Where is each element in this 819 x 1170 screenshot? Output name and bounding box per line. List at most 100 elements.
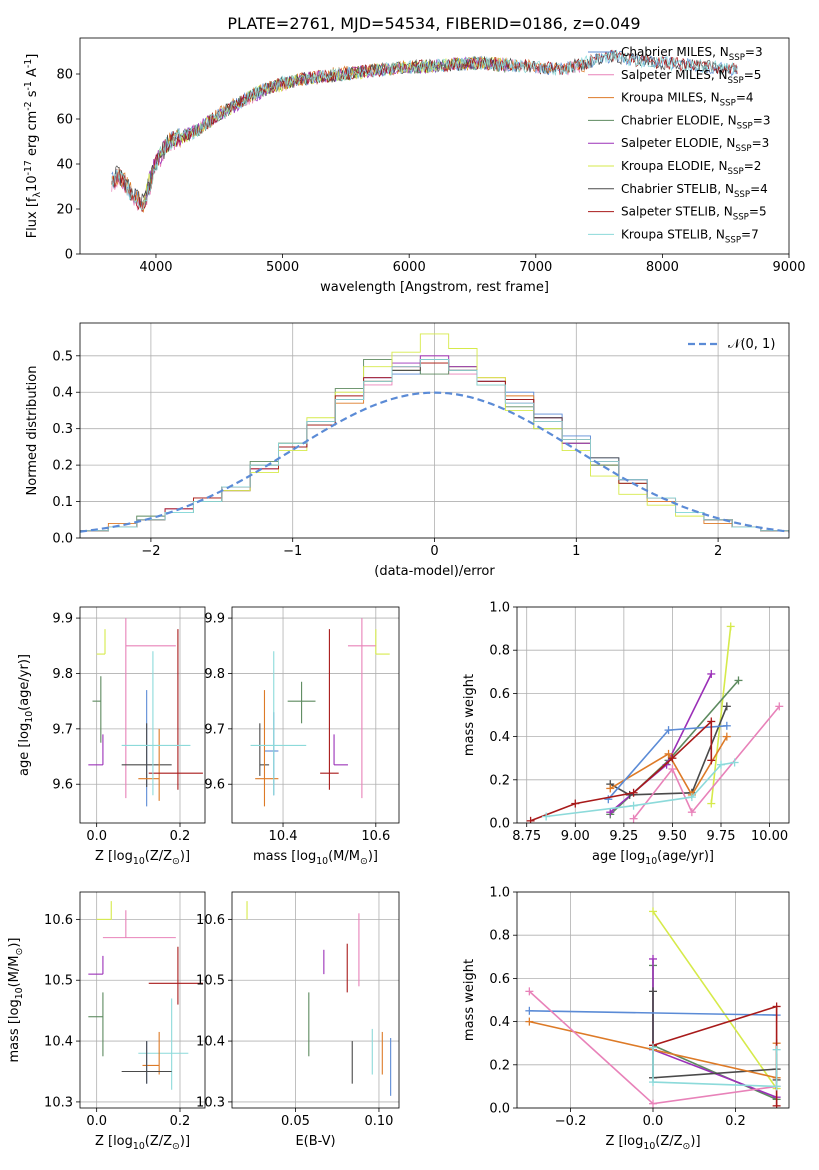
weight_vs_z-ytick-label: 0.2	[489, 1058, 510, 1073]
weight_vs_z-marker-chabrier_miles	[525, 1006, 534, 1015]
mass_vs_z-xtick-label: 0.2	[170, 1114, 191, 1129]
weight_vs_age-marker-salpeter_miles	[775, 702, 784, 711]
spectrum-line-kroupa_stelib	[111, 49, 738, 211]
weight_vs_z-line-chabrier_stelib	[652, 991, 778, 1080]
weight_vs_z-xtick-label: 0.2	[725, 1114, 746, 1129]
weight_vs_age-ytick-label: 0.2	[489, 773, 510, 788]
weight_vs_z-line-chabrier_elodie	[652, 965, 777, 1101]
weight_vs_z-xtick-label: 0.0	[643, 1114, 664, 1129]
weight_vs_z-xlabel: Z [log10(Z/Z⊙)]	[605, 1134, 700, 1152]
weight_vs_age-ytick-label: 1.0	[489, 601, 510, 616]
mass_vs_z-axes: 0.0 0.2 10.3 10.4 10.5 10.6 Z [log10(Z/Z⊙)] mas…	[7, 891, 206, 1152]
spectrum-frame	[79, 37, 790, 255]
weight_vs_z-ytick-label: 0.4	[489, 1015, 510, 1030]
weight_vs_z-marker-kroupa_miles	[525, 1017, 534, 1026]
residuals-ytick-label: 0.4	[52, 386, 73, 401]
residuals-xtick-label: −2	[141, 544, 160, 559]
residuals-ytick-label: 0.0	[52, 532, 73, 547]
age_vs_z-axes: 0.0 0.2 9.6 9.7 9.8 9.9 Z [log10(Z/Z⊙)] age [lo…	[17, 606, 206, 867]
weight_vs_z-marker-kroupa_stelib	[772, 1082, 781, 1091]
spectrum-ylabel: Flux [fλ10-17 erg cm-2 s-1 A-1]	[23, 54, 43, 239]
spectrum-xlabel: wavelength [Angstrom, rest frame]	[320, 280, 549, 295]
weight_vs_age-marker-salpeter_stelib	[571, 799, 580, 808]
age_vs_mass-point-kroupa_elodie	[375, 629, 390, 655]
age_vs_z-frame	[79, 606, 206, 824]
age_vs_z-ytick-label: 9.8	[52, 667, 73, 682]
age_vs_mass-point-chabrier_miles	[264, 712, 279, 796]
weight_vs_z-ylabel: mass weight	[462, 959, 477, 1041]
residuals-ytick-label: 0.1	[52, 495, 73, 510]
weight_vs_age-ytick-label: 0.0	[489, 817, 510, 832]
weight_vs_age-marker-kroupa_stelib	[717, 760, 725, 769]
age_vs_mass-point-kroupa_stelib	[250, 651, 307, 796]
spectrum-xtick-label: 4000	[139, 260, 172, 275]
weight_vs_z-axes: −0.2 0.0 0.2 0.0 0.2 0.4 0.6 0.8 1.0 Z [log10(Z/Z…	[462, 886, 790, 1152]
spectrum-xtick-label: 9000	[772, 260, 805, 275]
mass_vs_ebv-ytick-label: 10.4	[196, 1035, 225, 1050]
age_vs_mass-point-chabrier_elodie	[287, 681, 316, 724]
mass_vs_ebv-ytick-label: 10.5	[196, 974, 225, 989]
mass_vs_z-point-kroupa_miles	[142, 1031, 160, 1075]
spectrum-ytick-label: 20	[56, 203, 73, 218]
weight_vs_z-ytick-label: 0.8	[489, 929, 510, 944]
spectrum-legend-chabrier_miles: Chabrier MILES, NSSP=3	[621, 45, 763, 63]
weight_vs_z-line-kroupa_elodie	[652, 910, 778, 1090]
spectrum-legend-kroupa_stelib: Kroupa STELIB, NSSP=7	[621, 227, 759, 245]
mass_vs_z-point-salpeter_elodie	[88, 955, 104, 975]
residuals-hist-kroupa_stelib	[80, 358, 789, 538]
age_vs_z-xtick-label: 0.2	[170, 829, 191, 844]
weight_vs_z-marker-salpeter_stelib	[772, 1101, 781, 1108]
residuals-xtick-label: −1	[283, 544, 302, 559]
weight_vs_age-line-salpeter_stelib	[530, 719, 713, 822]
weight_vs_age-line-chabrier_stelib	[609, 706, 728, 796]
mass_vs_ebv-plot-area	[246, 901, 392, 1096]
weight_vs_age-marker-salpeter_stelib	[707, 717, 716, 726]
age_vs_z-xtick-label: 0.0	[86, 829, 107, 844]
weight_vs_age-frame	[516, 606, 790, 824]
weight_vs_age-line-kroupa_miles	[609, 736, 728, 797]
spectrum-xtick-label: 5000	[266, 260, 299, 275]
weight_vs_z-marker-kroupa_stelib	[649, 1043, 657, 1052]
age_vs_z-point-kroupa_elodie	[96, 629, 106, 655]
age_vs_mass-point-salpeter_stelib	[320, 629, 339, 790]
spectrum-legend-chabrier_elodie: Chabrier ELODIE, NSSP=3	[621, 113, 770, 131]
age_vs_z-plot-area	[88, 618, 203, 807]
age_vs_z-xlabel: Z [log10(Z/Z⊙)]	[95, 849, 190, 867]
age_vs_mass-frame	[231, 606, 400, 824]
residuals-gaussian-curve	[80, 391, 789, 533]
weight_vs_age-marker-kroupa_stelib	[542, 812, 551, 821]
residuals-plot-area	[80, 333, 789, 538]
spectrum-legend-kroupa_miles: Kroupa MILES, NSSP=4	[621, 91, 754, 109]
figure-title: PLATE=2761, MJD=54534, FIBERID=0186, z=0…	[227, 14, 640, 33]
weight_vs_z-xtick-label: −0.2	[555, 1114, 587, 1129]
age_vs_mass-ytick-label: 9.7	[204, 722, 225, 737]
weight_vs_age-marker-kroupa_stelib	[730, 758, 739, 767]
weight_vs_z-marker-salpeter_stelib	[772, 1002, 781, 1011]
weight_vs_z-marker-salpeter_miles	[525, 987, 534, 996]
mass_vs_z-ytick-label: 10.6	[44, 913, 73, 928]
weight_vs_age-marker-chabrier_miles	[664, 726, 673, 735]
mass_vs_z-point-chabrier_elodie	[88, 992, 104, 1057]
spectrum-xtick-label: 8000	[646, 260, 679, 275]
weight_vs_age-axes: 8.75 9.00 9.25 9.50 9.75 10.00 0.0 0.2 0.4 0.6 0.8…	[462, 601, 790, 867]
spectrum-legend-salpeter_miles: Salpeter MILES, NSSP=5	[621, 68, 761, 86]
weight_vs_age-marker-kroupa_miles	[722, 732, 731, 741]
age_vs_z-point-salpeter_stelib	[148, 629, 203, 790]
age_vs_z-point-chabrier_stelib	[121, 723, 172, 787]
age_vs_mass-axes: 10.4 10.6 9.6 9.7 9.8 9.9 mass [log10(M/M⊙)]	[204, 606, 400, 867]
age_vs_mass-xtick-label: 10.4	[269, 829, 298, 844]
weight_vs_age-marker-kroupa_stelib	[629, 801, 638, 810]
mass_vs_ebv-ytick-label: 10.3	[196, 1095, 225, 1110]
age_vs_mass-xtick-label: 10.6	[361, 829, 390, 844]
mass_vs_z-ylabel: mass [log10(M/M⊙)]	[7, 938, 25, 1063]
weight_vs_z-marker-chabrier_stelib	[649, 987, 657, 996]
weight_vs_age-marker-kroupa_stelib	[687, 793, 696, 802]
mass_vs_ebv-frame	[231, 891, 400, 1109]
weight_vs_age-marker-kroupa_elodie	[726, 622, 735, 631]
weight_vs_age-ytick-label: 0.4	[489, 730, 510, 745]
age_vs_z-ytick-label: 9.7	[52, 722, 73, 737]
weight_vs_age-ytick-label: 0.6	[489, 687, 510, 702]
weight_vs_age-ytick-label: 0.8	[489, 644, 510, 659]
mass_vs_ebv-xtick-label: 0.10	[364, 1114, 393, 1129]
